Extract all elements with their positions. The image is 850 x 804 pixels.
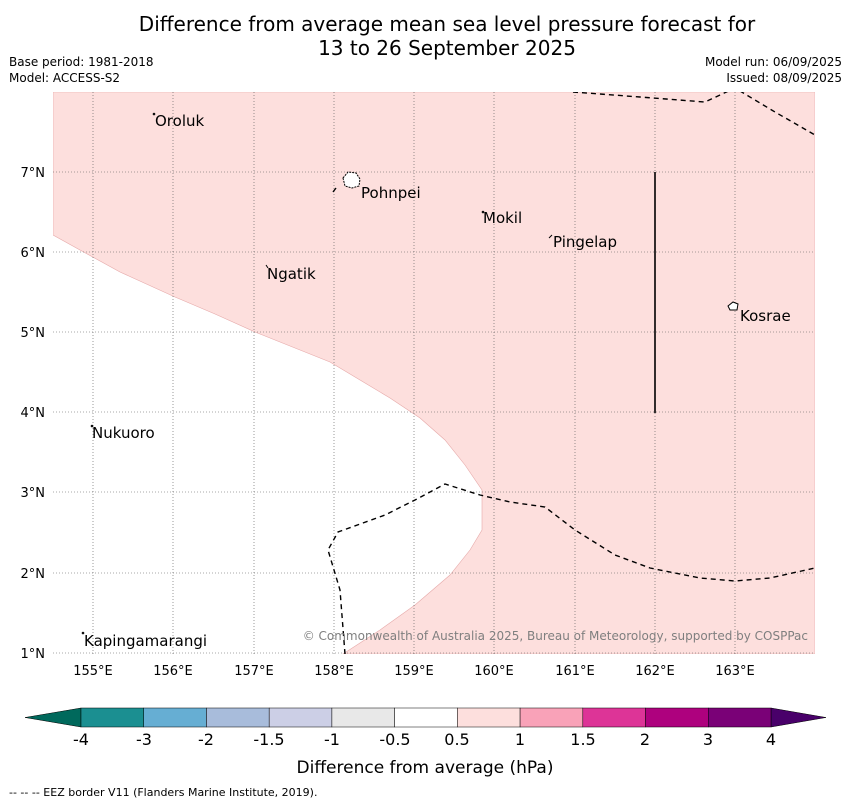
- colorbar-segment: [268, 707, 333, 728]
- place-label-mokil: Mokil: [483, 209, 522, 227]
- colorbar-under-arrow: [24, 707, 82, 728]
- lon-tick: 157°E: [234, 664, 274, 679]
- map-panel: Oroluk Pohnpei Mokil Pingelap Ngatik Kos…: [53, 92, 815, 654]
- colorbar-segment: [582, 707, 646, 728]
- colorbar-tick: -1.5: [253, 730, 284, 749]
- meta-left: Base period: 1981-2018 Model: ACCESS-S2: [9, 54, 154, 86]
- place-label-pingelap: Pingelap: [553, 233, 617, 251]
- lat-tick: 6°N: [21, 246, 46, 261]
- lat-tick: 5°N: [21, 326, 46, 341]
- colorbar-tick: 3: [703, 730, 713, 749]
- map-title: Difference from average mean sea level p…: [0, 12, 850, 60]
- positive-anomaly-region: [53, 92, 815, 654]
- lat-tick: 1°N: [21, 647, 46, 662]
- place-label-oroluk: Oroluk: [155, 112, 204, 130]
- nukuoro-atoll: [90, 424, 94, 428]
- colorbar-segment: [143, 707, 207, 728]
- lon-tick: 163°E: [715, 664, 755, 679]
- colorbar-segments: [80, 707, 772, 728]
- colorbar-tick: 4: [766, 730, 776, 749]
- meta-right: Model run: 06/09/2025 Issued: 08/09/2025: [705, 54, 842, 86]
- lat-tick: 7°N: [21, 166, 46, 181]
- place-label-ngatik: Ngatik: [267, 265, 316, 283]
- colorbar-segment: [80, 707, 144, 728]
- colorbar-tick: -3: [136, 730, 152, 749]
- eez-borders: [327, 92, 815, 654]
- latitude-ticks: 7°N 6°N 5°N 4°N 3°N 2°N 1°N: [21, 166, 46, 662]
- issued-date: Issued: 08/09/2025: [726, 71, 842, 85]
- pohnpei-island: [342, 171, 361, 189]
- title-line-1: Difference from average mean sea level p…: [138, 12, 756, 36]
- colorbar-tick: -2: [198, 730, 214, 749]
- colorbar-segment: [394, 707, 458, 728]
- colorbar-segment: [331, 707, 395, 728]
- colorbar-tick: -0.5: [379, 730, 410, 749]
- lon-tick: 155°E: [73, 664, 113, 679]
- islands: [81, 112, 739, 635]
- lon-tick: 156°E: [153, 664, 193, 679]
- colorbar-segment: [645, 707, 709, 728]
- kapingamarangi-atoll: [81, 631, 85, 635]
- lat-tick: 3°N: [21, 486, 46, 501]
- place-label-kosrae: Kosrae: [740, 307, 791, 325]
- title-line-2: 13 to 26 September 2025: [318, 36, 576, 60]
- model-run: Model run: 06/09/2025: [704, 55, 842, 69]
- colorbar-tick: 1: [515, 730, 525, 749]
- eez-footnote: -- -- -- EEZ border V11 (Flanders Marine…: [9, 786, 318, 799]
- colorbar-segment: [457, 707, 521, 728]
- pingelap-atoll: [548, 234, 553, 239]
- model-name: Model: ACCESS-S2: [9, 71, 121, 85]
- place-label-kapingamarangi: Kapingamarangi: [84, 632, 207, 650]
- lon-tick: 162°E: [635, 664, 675, 679]
- colorbar-over-arrow: [770, 707, 827, 728]
- colorbar-tick: -4: [73, 730, 89, 749]
- lon-tick: 158°E: [314, 664, 354, 679]
- colorbar-tick: 0.5: [444, 730, 469, 749]
- place-label-pohnpei: Pohnpei: [361, 184, 421, 202]
- colorbar-tick: 2: [640, 730, 650, 749]
- kosrae-island: [727, 301, 739, 311]
- colorbar-label: Difference from average (hPa): [297, 758, 554, 778]
- longitude-ticks: 155°E 156°E 157°E 158°E 159°E 160°E 161°…: [73, 664, 755, 679]
- colorbar-segment: [206, 707, 270, 728]
- colorbar-segment: [519, 707, 584, 728]
- mokil-atoll: [481, 210, 485, 214]
- lon-tick: 160°E: [474, 664, 514, 679]
- lon-tick: 159°E: [394, 664, 434, 679]
- oroluk-atoll: [152, 112, 156, 116]
- place-label-nukuoro: Nukuoro: [92, 424, 155, 442]
- colorbar-tick: -1: [324, 730, 340, 749]
- ngatik-atoll: [265, 264, 269, 269]
- colorbar-segment: [708, 707, 772, 728]
- lat-tick: 4°N: [21, 406, 46, 421]
- lon-tick: 161°E: [555, 664, 595, 679]
- lat-tick: 2°N: [21, 567, 46, 582]
- colorbar: -4 -3 -2 -1.5 -1 -0.5 0.5 1 1.5 2 3 4 Di…: [24, 707, 827, 778]
- colorbar-tick: 1.5: [570, 730, 595, 749]
- base-period: Base period: 1981-2018: [9, 55, 154, 69]
- copyright-notice: © Commonwealth of Australia 2025, Bureau…: [303, 629, 808, 643]
